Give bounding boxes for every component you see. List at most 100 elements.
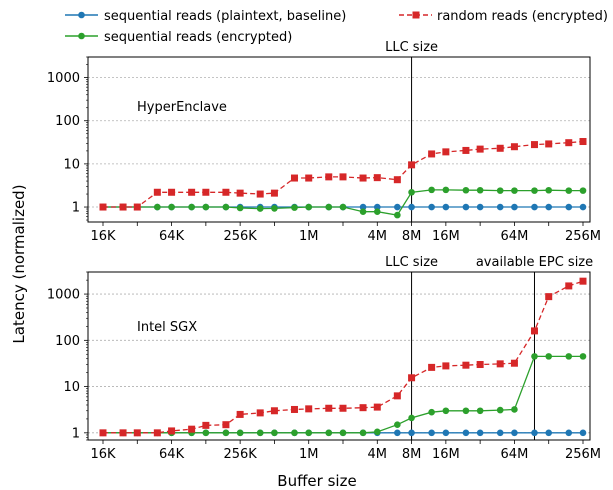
data-point [476,407,484,415]
data-point [545,140,553,148]
data-point [339,429,347,437]
y-tick-label: 1000 [47,71,80,86]
x-tick-label: 8M [402,229,422,244]
data-point [359,404,367,412]
data-point [168,427,176,435]
data-point [442,148,450,156]
data-point [202,429,210,437]
legend-label-seq-enc: sequential reads (encrypted) [104,30,292,45]
x-tick-label: 64K [159,229,185,244]
data-point [511,203,518,211]
data-point [545,203,553,211]
panel-hyperenclave: 1 10 100 1000 16K 64K 256K 1M 4M 8M 16M 64M 256M LLC … [47,40,601,244]
data-point [565,139,573,147]
x-tick-label: 16K [90,447,116,462]
legend-entry-seq-plain: sequential reads (plaintext, baseline) [65,9,346,24]
data-point [545,353,553,360]
data-point [496,406,504,414]
data-point [579,429,587,437]
x-tick-label: 64K [159,447,185,462]
data-point [373,428,381,436]
y-tick-label: 1 [72,201,80,216]
data-point [579,353,587,360]
data-point [373,208,381,215]
data-point [271,205,278,212]
data-point [545,293,553,301]
legend-label-seq-plain: sequential reads (plaintext, baseline) [104,9,346,24]
data-point [153,188,161,196]
data-point [545,429,553,437]
x-tick-label: 1M [299,447,319,462]
y-tick-label: 10 [63,157,80,172]
data-point [408,161,416,169]
data-point [510,143,518,151]
data-point [442,362,450,370]
data-point [236,410,244,418]
x-tick-label: 256K [223,229,257,244]
data-point [496,360,504,368]
x-tick-label: 256M [565,447,601,462]
data-point [442,429,450,437]
data-point [339,203,347,211]
x-tick-label: 256M [565,229,601,244]
data-point [339,404,347,412]
data-point [325,173,333,181]
data-point [496,203,504,211]
data-point [222,203,230,211]
y-tick-label: 100 [55,114,80,129]
data-point [373,403,381,411]
data-point [408,414,415,422]
data-point [325,404,333,412]
data-point [270,189,278,197]
x-tick-label: 64M [501,447,529,462]
data-point [290,174,298,182]
data-point [291,204,298,211]
data-point [428,408,435,416]
x-tick-label: 64M [501,229,529,244]
data-point [511,406,518,413]
data-point [428,429,435,437]
data-point [305,405,313,413]
data-point [565,429,573,437]
data-point [565,353,573,360]
data-point [133,203,141,211]
data-point [579,187,587,194]
plot-frame [87,271,591,441]
data-point [256,190,264,198]
data-point [579,203,587,211]
data-point [271,429,278,437]
y-axis-label: Latency (normalized) [10,184,28,343]
series-line [103,355,583,434]
data-point [476,186,484,194]
data-point [565,203,573,211]
data-point [188,425,196,433]
data-point [236,429,244,437]
data-point [394,211,401,219]
data-point [476,203,484,211]
data-point [168,203,175,211]
x-tick-label: 4M [368,229,388,244]
data-point [393,176,401,184]
x-tick-label: 16M [432,229,460,244]
data-point [531,429,538,437]
data-point [325,203,333,211]
data-point [510,359,518,367]
data-point [462,361,470,369]
data-point [462,186,470,194]
data-point [428,150,436,158]
data-point [236,189,244,197]
data-point [188,203,195,211]
reference-line-label: LLC size [385,255,438,270]
data-point [222,429,230,437]
data-point [462,203,470,211]
data-point [408,374,416,382]
data-point [476,145,484,153]
data-point [428,363,436,371]
data-point [153,429,161,437]
data-point [496,429,504,437]
data-point [442,203,450,211]
data-point [188,188,196,196]
data-point [442,407,450,415]
data-point [133,429,141,437]
